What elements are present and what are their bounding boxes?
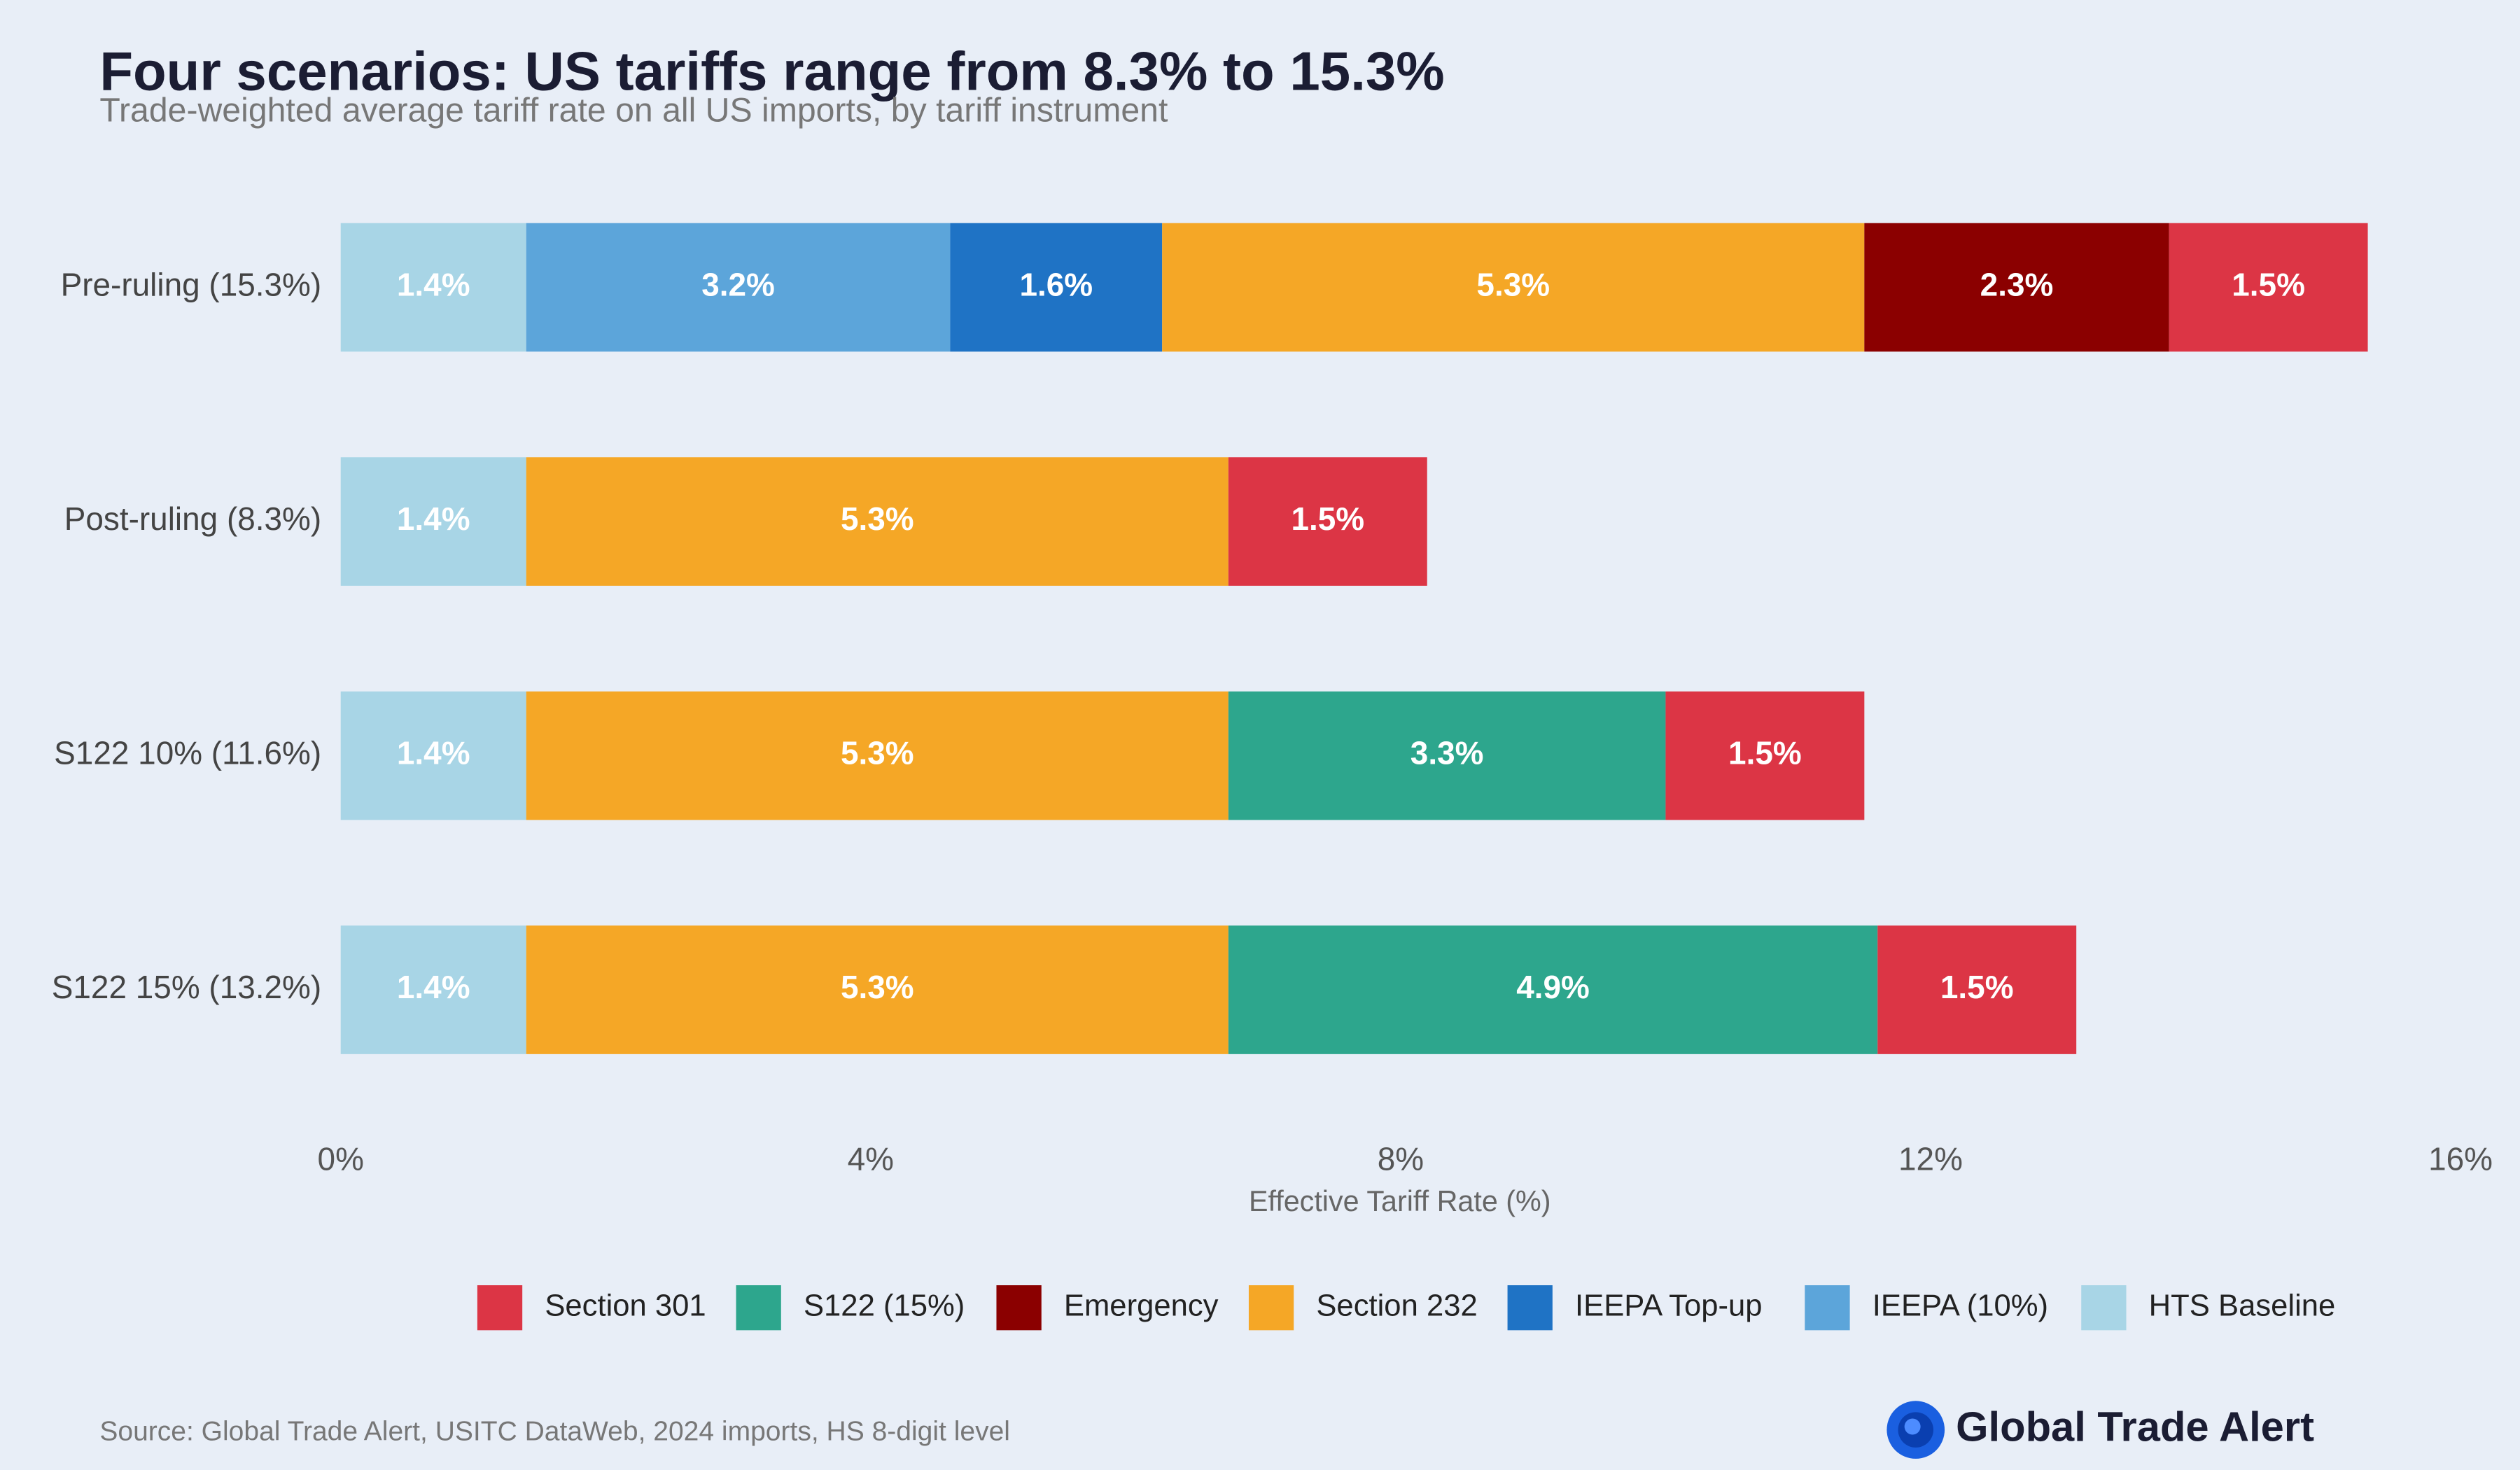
chart-title: Four scenarios: US tariffs range from 8.… <box>99 40 1444 102</box>
bar-segment <box>1228 457 1427 586</box>
x-tick-label: 0% <box>318 1140 364 1177</box>
bar-segment <box>526 691 1228 820</box>
legend-label: HTS Baseline <box>2149 1289 2336 1323</box>
bar-segment <box>526 457 1228 586</box>
legend-label: IEEPA Top-up <box>1575 1289 1763 1323</box>
x-tick-label: 4% <box>848 1140 894 1177</box>
legend-label: Emergency <box>1064 1289 1219 1323</box>
data-label: 5.3% <box>841 969 914 1005</box>
data-label: 5.3% <box>841 500 914 537</box>
legend-label: S122 (15%) <box>804 1289 965 1323</box>
bar-segment <box>1665 691 1865 820</box>
logo-text: Global Trade Alert <box>1956 1403 2314 1450</box>
data-label: 3.3% <box>1410 735 1484 771</box>
legend-swatch <box>1507 1285 1553 1331</box>
x-tick-label: 8% <box>1378 1140 1424 1177</box>
data-label: 5.3% <box>1476 267 1550 303</box>
legend-swatch <box>1248 1285 1294 1331</box>
x-tick-label: 16% <box>2428 1140 2493 1177</box>
data-label: 1.5% <box>1728 735 1802 771</box>
bar-segment <box>2169 223 2368 352</box>
data-label: 5.3% <box>841 735 914 771</box>
legend-label: Section 301 <box>545 1289 706 1323</box>
chart-subtitle: Trade-weighted average tariff rate on al… <box>99 91 1168 129</box>
data-label: 1.5% <box>1940 969 2014 1005</box>
bar-segment <box>1228 925 1878 1054</box>
y-tick-label: Pre-ruling (15.3%) <box>61 267 322 303</box>
bar-segment <box>340 691 526 820</box>
legend-swatch <box>477 1285 523 1331</box>
data-label: 2.3% <box>1980 267 2054 303</box>
data-label: 3.2% <box>701 267 775 303</box>
legend-swatch <box>2081 1285 2127 1331</box>
data-label: 1.4% <box>397 969 470 1005</box>
data-label: 1.5% <box>1291 500 1364 537</box>
y-tick-label: S122 15% (13.2%) <box>52 969 321 1005</box>
bar-segment <box>526 223 951 352</box>
legend-label: IEEPA (10%) <box>1872 1289 2048 1323</box>
bar-segment <box>1228 691 1666 820</box>
data-label: 1.4% <box>397 735 470 771</box>
y-tick-label: Post-ruling (8.3%) <box>64 500 321 537</box>
bar-segment <box>1877 925 2077 1054</box>
legend-swatch <box>996 1285 1042 1331</box>
legend-label: Section 232 <box>1316 1289 1477 1323</box>
bar-segment <box>340 457 526 586</box>
y-tick-label: S122 10% (11.6%) <box>54 735 321 771</box>
x-tick-label: 12% <box>1898 1140 1963 1177</box>
x-axis-title: Effective Tariff Rate (%) <box>1249 1185 1551 1217</box>
bar-segment <box>340 925 526 1054</box>
data-label: 1.4% <box>397 267 470 303</box>
bar-segment <box>526 925 1228 1054</box>
data-label: 4.9% <box>1516 969 1590 1005</box>
data-label: 1.5% <box>2232 267 2305 303</box>
legend-swatch <box>1805 1285 1850 1331</box>
logo-icon <box>1886 1401 1945 1459</box>
data-label: 1.6% <box>1019 267 1093 303</box>
bar-segment <box>1162 223 1865 352</box>
bar-segment <box>1864 223 2169 352</box>
source: Source: Global Trade Alert, USITC DataWe… <box>99 1417 1010 1447</box>
bar-segment <box>950 223 1163 352</box>
legend-swatch <box>736 1285 781 1331</box>
bar-segment <box>340 223 526 352</box>
data-label: 1.4% <box>397 500 470 537</box>
